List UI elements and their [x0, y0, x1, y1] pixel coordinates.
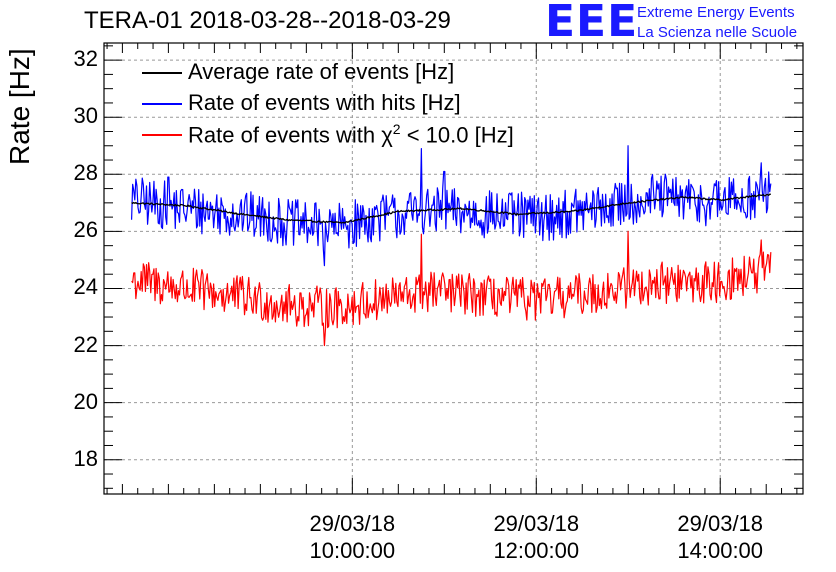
legend-chi2-suffix: < 10.0 [Hz] [400, 122, 514, 148]
legend-swatch-chi2 [142, 134, 182, 136]
x-tick-label: 29/03/18 10:00:00 [282, 510, 422, 564]
y-tick-label: 18 [73, 445, 98, 471]
legend-label-average: Average rate of events [Hz] [188, 59, 455, 84]
x-tick-date: 29/03/18 [493, 511, 580, 536]
x-tick-time: 10:00:00 [309, 538, 396, 563]
series-average-line [131, 193, 771, 224]
legend-chi2-prefix: Rate of events with [188, 122, 382, 148]
x-tick-time: 12:00:00 [493, 538, 580, 563]
x-tick-label: 29/03/18 14:00:00 [650, 510, 790, 564]
chart-title: TERA-01 2018-03-28--2018-03-29 [84, 7, 451, 34]
logo-subtitle-line1: Extreme Energy Events [637, 4, 795, 21]
legend-swatch-average [142, 72, 182, 74]
legend-swatch-hits [142, 103, 182, 105]
x-tick-date: 29/03/18 [677, 511, 764, 536]
y-tick-label: 24 [73, 274, 98, 300]
series-hits-line [130, 145, 772, 267]
y-tick-label: 26 [73, 217, 98, 243]
y-tick-label: 20 [73, 388, 98, 414]
y-tick-label: 30 [73, 103, 98, 129]
x-tick-date: 29/03/18 [309, 511, 396, 536]
series-chi2-line [131, 230, 772, 347]
y-tick-label: 28 [73, 160, 98, 186]
y-axis-label: Rate [Hz] [4, 48, 35, 165]
y-tick-label: 22 [73, 331, 98, 357]
eee-logo: EEE [545, 0, 639, 47]
legend-chi-symbol: χ [381, 122, 393, 148]
legend-label-chi2: Rate of events with χ2 < 10.0 [Hz] [188, 121, 514, 148]
logo-subtitle-line2: La Scienza nelle Scuole [637, 24, 798, 41]
x-tick-time: 14:00:00 [677, 538, 764, 563]
axis-ticks [104, 43, 803, 494]
x-tick-label: 29/03/18 12:00:00 [466, 510, 606, 564]
y-tick-label: 32 [73, 46, 98, 72]
series-layer [130, 145, 772, 347]
legend-label-hits: Rate of events with hits [Hz] [188, 90, 461, 115]
legend-chi-superscript: 2 [392, 121, 401, 137]
plot-frame [103, 42, 804, 495]
